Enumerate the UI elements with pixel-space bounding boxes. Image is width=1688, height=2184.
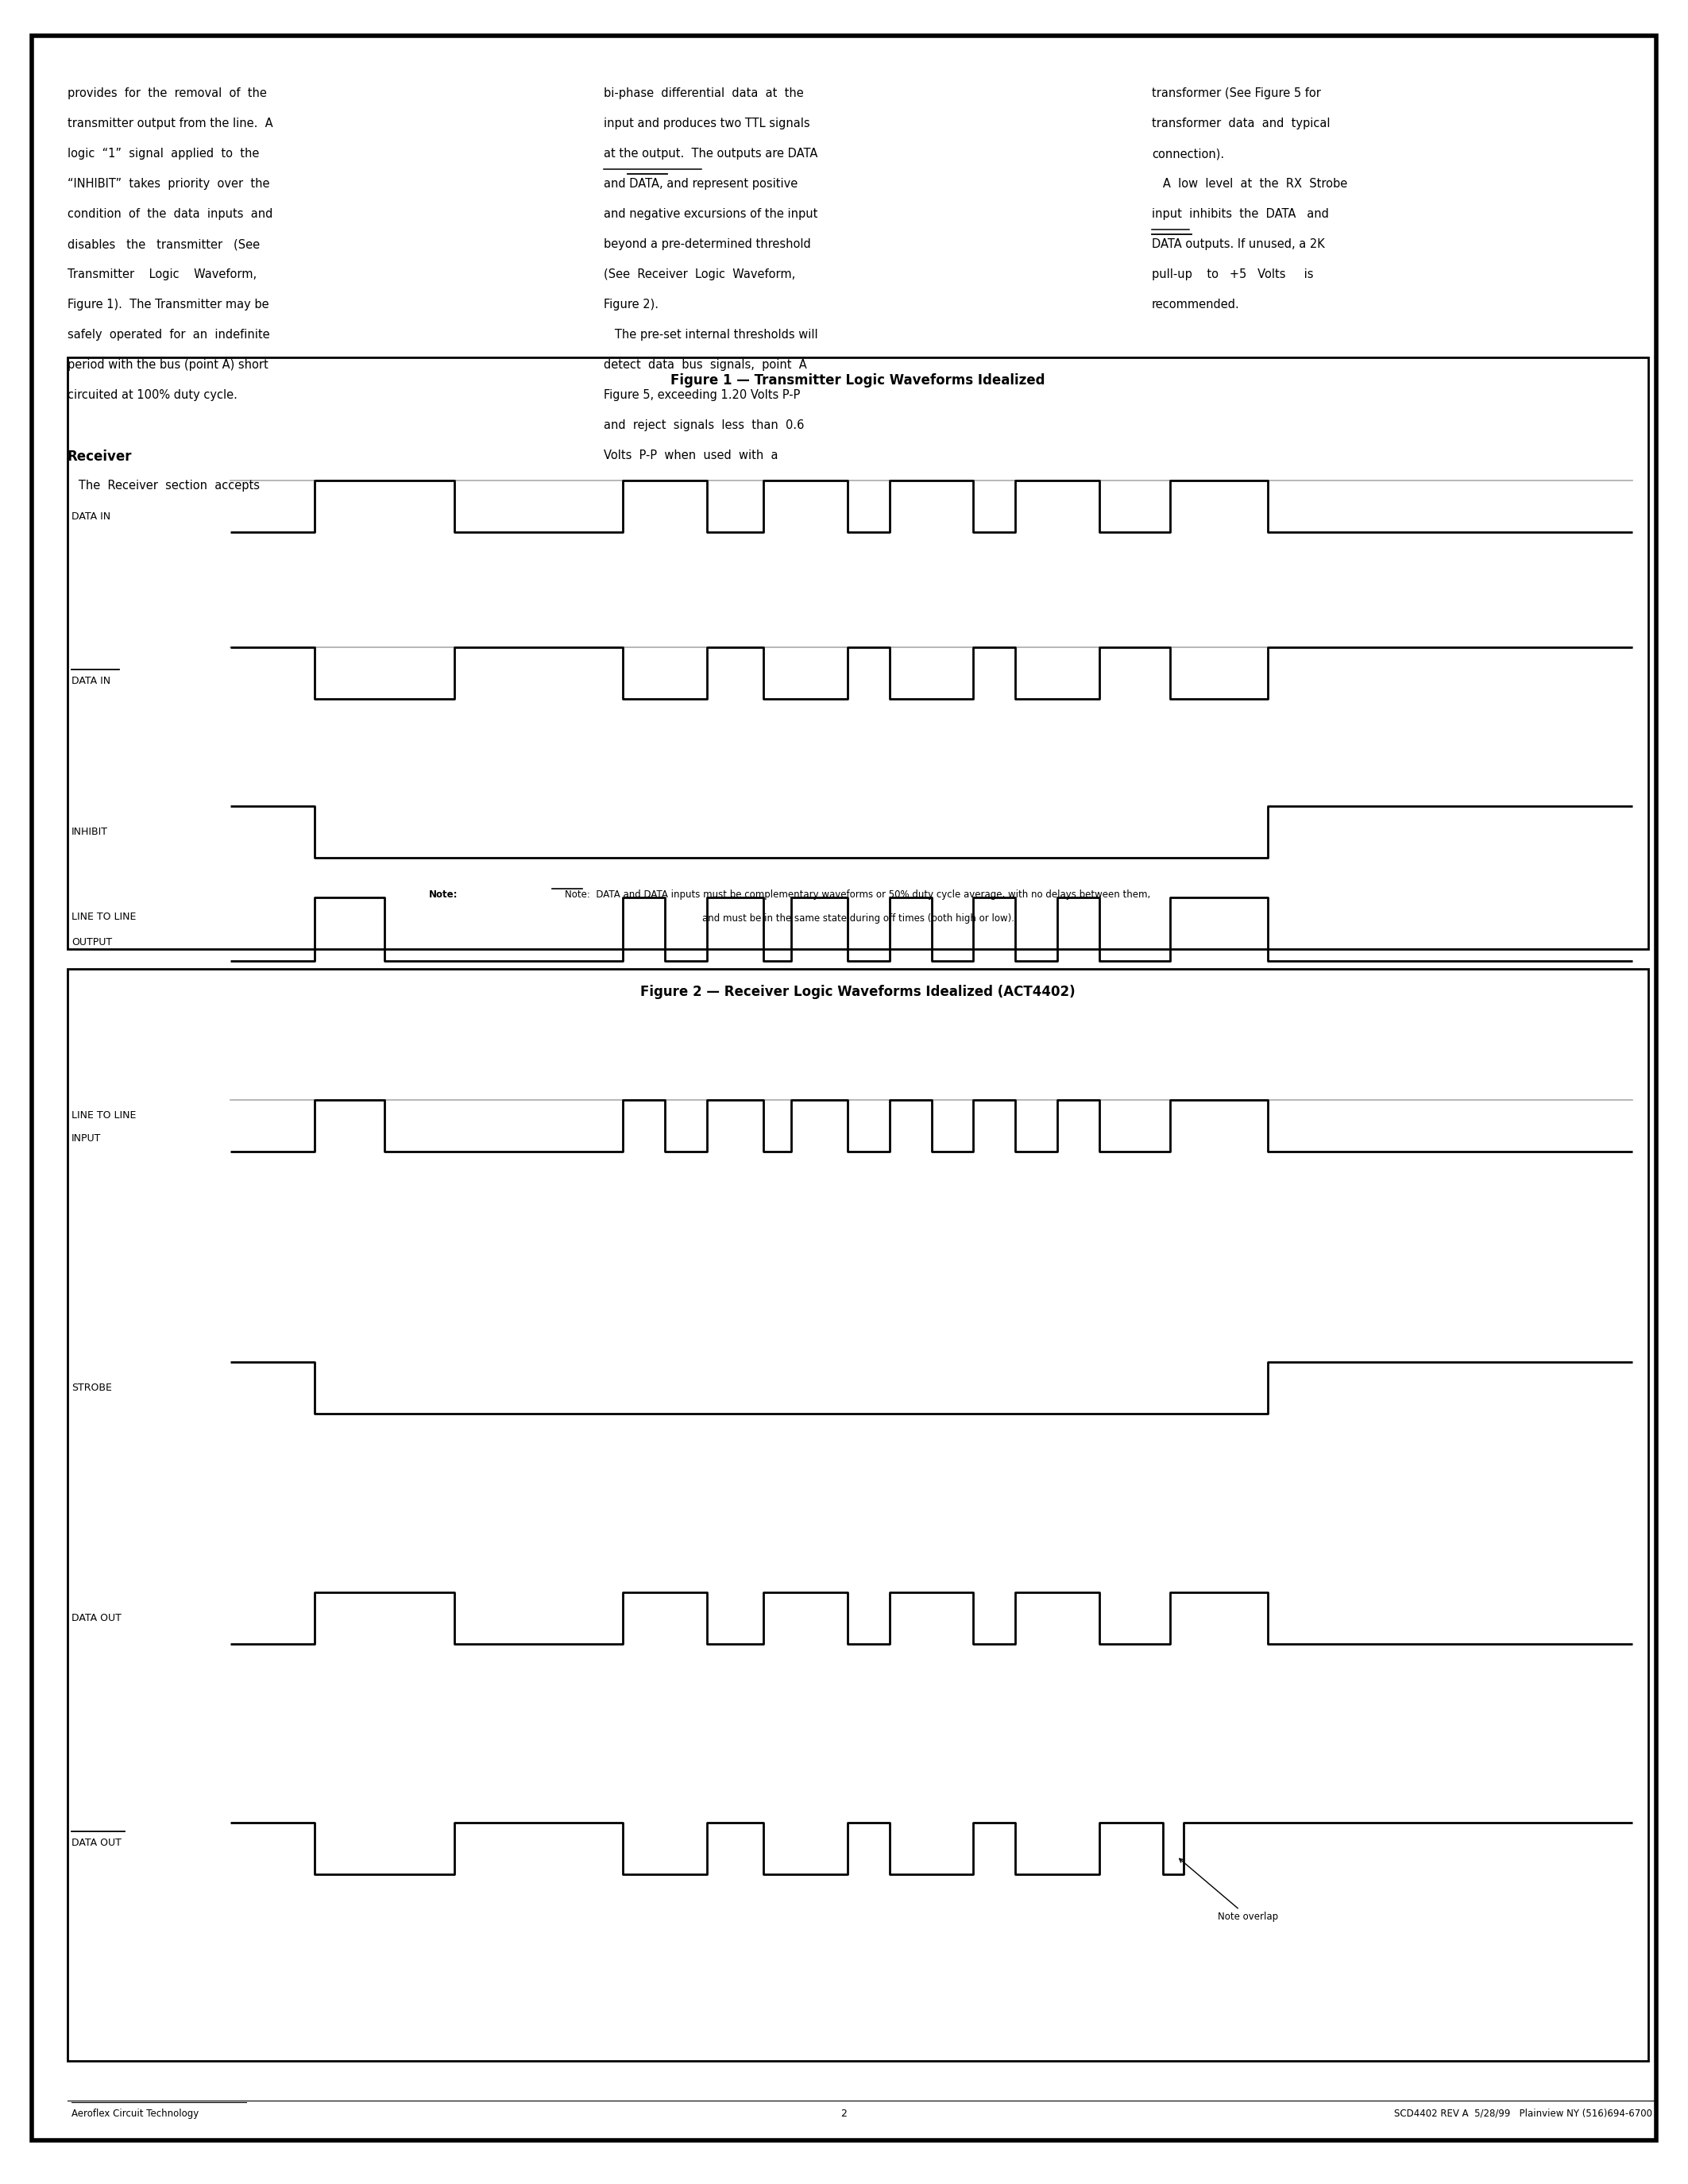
- Text: (See  Receiver  Logic  Waveform,: (See Receiver Logic Waveform,: [604, 269, 795, 280]
- Text: connection).: connection).: [1151, 149, 1224, 159]
- Text: logic  “1”  signal  applied  to  the: logic “1” signal applied to the: [68, 149, 260, 159]
- Text: Note:  DATA and DATA inputs must be complementary waveforms or 50% duty cycle av: Note: DATA and DATA inputs must be compl…: [565, 889, 1151, 900]
- Text: Note:: Note:: [429, 889, 457, 900]
- Text: INHIBIT: INHIBIT: [71, 828, 108, 836]
- Text: Figure 5, exceeding 1.20 Volts P-P: Figure 5, exceeding 1.20 Volts P-P: [604, 389, 800, 402]
- Text: “INHIBIT”  takes  priority  over  the: “INHIBIT” takes priority over the: [68, 177, 270, 190]
- Bar: [68, 970, 1647, 2062]
- Text: and  reject  signals  less  than  0.6: and reject signals less than 0.6: [604, 419, 803, 430]
- Text: bi-phase  differential  data  at  the: bi-phase differential data at the: [604, 87, 803, 98]
- Text: recommended.: recommended.: [1151, 299, 1239, 310]
- Text: Aeroflex Circuit Technology: Aeroflex Circuit Technology: [71, 2108, 199, 2118]
- Text: disables   the   transmitter   (See: disables the transmitter (See: [68, 238, 260, 251]
- Text: LINE TO LINE: LINE TO LINE: [71, 911, 137, 922]
- Text: period with the bus (point A) short: period with the bus (point A) short: [68, 358, 268, 371]
- Text: and must be in the same state during off times (both high or low).: and must be in the same state during off…: [702, 913, 1014, 924]
- Text: transformer  data  and  typical: transformer data and typical: [1151, 118, 1330, 129]
- Text: The pre-set internal thresholds will: The pre-set internal thresholds will: [604, 330, 819, 341]
- Text: circuited at 100% duty cycle.: circuited at 100% duty cycle.: [68, 389, 238, 402]
- Text: and DATA, and represent positive: and DATA, and represent positive: [604, 177, 798, 190]
- Text: safely  operated  for  an  indefinite: safely operated for an indefinite: [68, 330, 270, 341]
- Text: transmitter output from the line.  A: transmitter output from the line. A: [68, 118, 273, 129]
- Text: provides  for  the  removal  of  the: provides for the removal of the: [68, 87, 267, 98]
- Text: SCD4402 REV A  5/28/99   Plainview NY (516)694-6700: SCD4402 REV A 5/28/99 Plainview NY (516)…: [1394, 2108, 1653, 2118]
- Text: detect  data  bus  signals,  point  A: detect data bus signals, point A: [604, 358, 807, 371]
- Text: 2: 2: [841, 2108, 847, 2118]
- Text: Figure 1).  The Transmitter may be: Figure 1). The Transmitter may be: [68, 299, 268, 310]
- Bar: [68, 358, 1647, 950]
- Text: pull-up    to   +5   Volts     is: pull-up to +5 Volts is: [1151, 269, 1313, 280]
- Text: DATA OUT: DATA OUT: [71, 1839, 122, 1848]
- Text: The  Receiver  section  accepts: The Receiver section accepts: [68, 480, 260, 491]
- Text: at the output.  The outputs are DATA: at the output. The outputs are DATA: [604, 149, 817, 159]
- Text: Figure 2).: Figure 2).: [604, 299, 658, 310]
- Text: input and produces two TTL signals: input and produces two TTL signals: [604, 118, 810, 129]
- Text: STROBE: STROBE: [71, 1382, 111, 1393]
- Text: DATA IN: DATA IN: [71, 511, 110, 522]
- Text: condition  of  the  data  inputs  and: condition of the data inputs and: [68, 207, 273, 221]
- Text: and negative excursions of the input: and negative excursions of the input: [604, 207, 817, 221]
- Text: DATA IN: DATA IN: [71, 675, 110, 686]
- Text: beyond a pre-determined threshold: beyond a pre-determined threshold: [604, 238, 810, 251]
- Text: Volts  P-P  when  used  with  a: Volts P-P when used with a: [604, 450, 778, 461]
- Text: INPUT: INPUT: [71, 1133, 101, 1144]
- Text: Figure 1 — Transmitter Logic Waveforms Idealized: Figure 1 — Transmitter Logic Waveforms I…: [670, 373, 1045, 387]
- Text: DATA OUT: DATA OUT: [71, 1614, 122, 1623]
- Text: DATA outputs. If unused, a 2K: DATA outputs. If unused, a 2K: [1151, 238, 1325, 251]
- Text: Figure 2 — Receiver Logic Waveforms Idealized (ACT4402): Figure 2 — Receiver Logic Waveforms Idea…: [640, 985, 1075, 998]
- Text: LINE TO LINE: LINE TO LINE: [71, 1109, 137, 1120]
- Text: Transmitter    Logic    Waveform,: Transmitter Logic Waveform,: [68, 269, 257, 280]
- Text: OUTPUT: OUTPUT: [71, 937, 111, 948]
- Text: Receiver: Receiver: [68, 450, 132, 463]
- Text: transformer (See Figure 5 for: transformer (See Figure 5 for: [1151, 87, 1322, 98]
- Text: A  low  level  at  the  RX  Strobe: A low level at the RX Strobe: [1151, 177, 1347, 190]
- Text: Note overlap: Note overlap: [1180, 1859, 1278, 1922]
- Text: input  inhibits  the  DATA   and: input inhibits the DATA and: [1151, 207, 1328, 221]
